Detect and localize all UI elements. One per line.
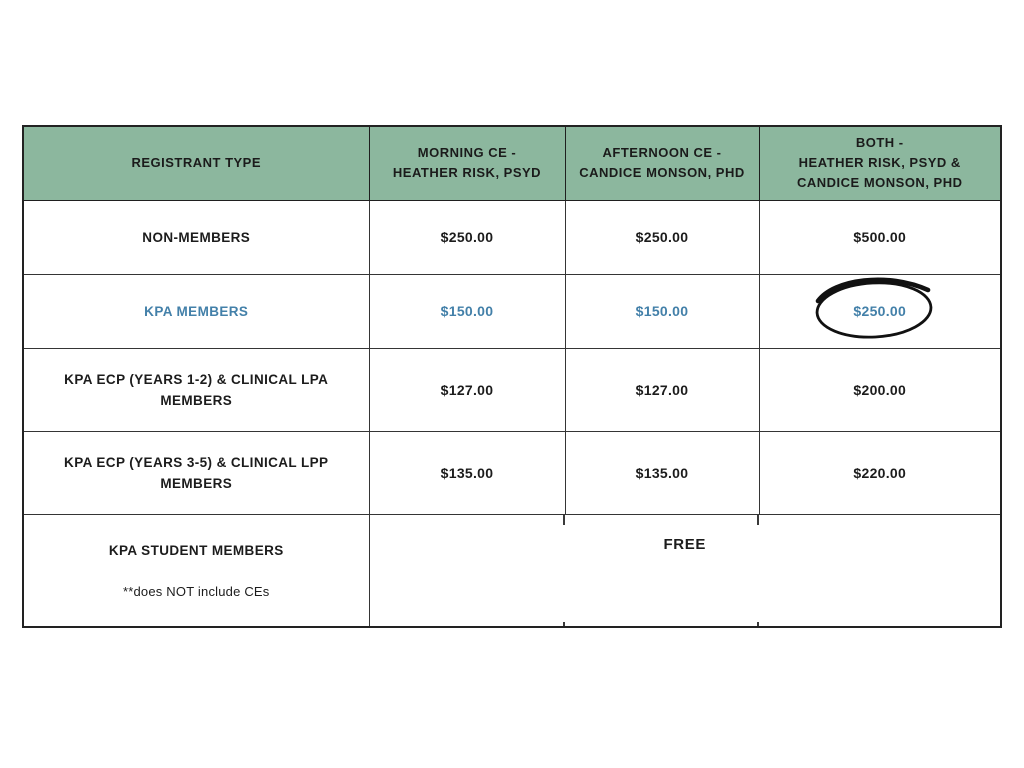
- price-kpa-ecp-3-5-morning: $135.00: [368, 430, 566, 515]
- column-border-stub: [756, 514, 759, 525]
- table-row-kpa-ecp-1-2: KPA ECP (YEARS 1-2) & CLINICAL LPA MEMBE…: [22, 347, 1002, 432]
- price-kpa-ecp-1-2-afternoon: $127.00: [564, 347, 760, 432]
- price-kpa-ecp-1-2-morning: $127.00: [368, 347, 566, 432]
- free-price-label: FREE: [663, 536, 706, 553]
- table-row-non-members: NON-MEMBERS $250.00 $250.00 $500.00: [22, 199, 1002, 275]
- price-kpa-ecp-1-2-both: $200.00: [758, 347, 1002, 432]
- table-row-kpa-students: KPA STUDENT MEMBERS **does NOT include C…: [22, 513, 1002, 627]
- row-label-non-members: NON-MEMBERS: [22, 199, 370, 275]
- header-afternoon-ce: AFTERNOON CE - CANDICE MONSON, PHD: [564, 125, 760, 201]
- price-kpa-members-afternoon: $150.00: [564, 273, 760, 349]
- table-header-row: REGISTRANT TYPE MORNING CE - HEATHER RIS…: [22, 125, 1002, 201]
- row-label-kpa-students: KPA STUDENT MEMBERS **does NOT include C…: [22, 513, 370, 627]
- column-border-stub: [562, 514, 565, 525]
- price-kpa-students-merged: FREE: [368, 513, 1002, 627]
- price-kpa-ecp-3-5-afternoon: $135.00: [564, 430, 760, 515]
- column-border-stub: [756, 621, 759, 626]
- kpa-students-label: KPA STUDENT MEMBERS: [108, 542, 284, 558]
- price-kpa-members-both: $250.00: [758, 273, 1002, 349]
- price-kpa-ecp-3-5-both: $220.00: [758, 430, 1002, 515]
- price-non-members-afternoon: $250.00: [564, 199, 760, 275]
- pricing-table: REGISTRANT TYPE MORNING CE - HEATHER RIS…: [22, 125, 1002, 628]
- price-kpa-members-morning: $150.00: [368, 273, 566, 349]
- table-row-kpa-ecp-3-5: KPA ECP (YEARS 3-5) & CLINICAL LPP MEMBE…: [22, 430, 1002, 515]
- kpa-students-note: **does NOT include CEs: [122, 583, 270, 599]
- row-label-kpa-ecp-3-5: KPA ECP (YEARS 3-5) & CLINICAL LPP MEMBE…: [22, 430, 370, 515]
- header-morning-ce: MORNING CE - HEATHER RISK, PSYD: [368, 125, 566, 201]
- row-label-kpa-ecp-1-2: KPA ECP (YEARS 1-2) & CLINICAL LPA MEMBE…: [22, 347, 370, 432]
- table-row-kpa-members: KPA MEMBERS $150.00 $150.00 $250.00: [22, 273, 1002, 349]
- price-non-members-both: $500.00: [758, 199, 1002, 275]
- header-registrant-type: REGISTRANT TYPE: [22, 125, 370, 201]
- row-label-kpa-members: KPA MEMBERS: [22, 273, 370, 349]
- price-non-members-morning: $250.00: [368, 199, 566, 275]
- header-both-ce: BOTH - HEATHER RISK, PSYD & CANDICE MONS…: [758, 125, 1002, 201]
- column-border-stub: [562, 621, 565, 626]
